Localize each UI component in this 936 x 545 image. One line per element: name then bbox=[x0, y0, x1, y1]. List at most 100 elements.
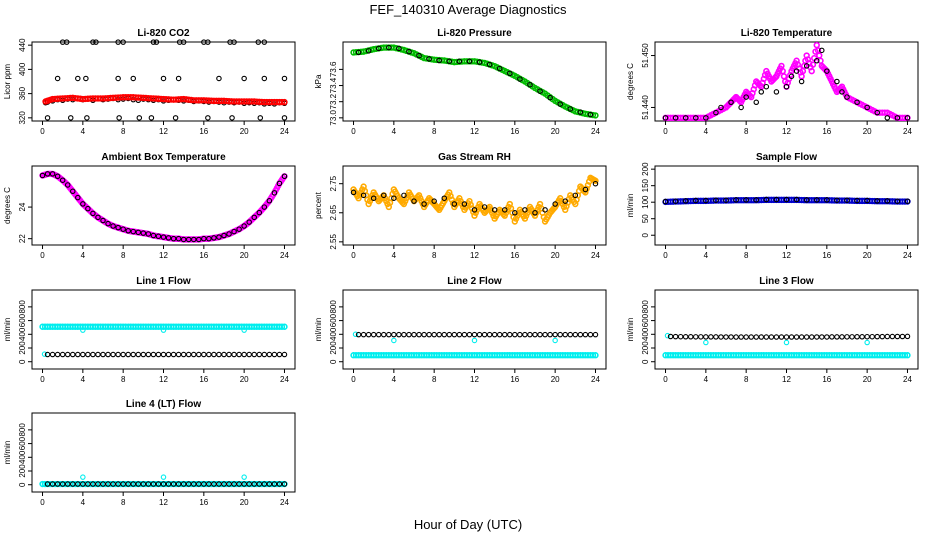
data-point bbox=[350, 189, 357, 196]
data-point bbox=[728, 334, 734, 340]
data-point bbox=[175, 75, 182, 82]
data-point bbox=[703, 339, 709, 346]
data-point bbox=[246, 481, 252, 487]
data-point bbox=[236, 226, 242, 232]
data-point bbox=[140, 351, 147, 358]
x-tick-label: 20 bbox=[863, 375, 872, 384]
data-point bbox=[116, 115, 122, 121]
data-point bbox=[572, 192, 579, 199]
y-tick-label: 100 bbox=[641, 195, 650, 209]
data-point bbox=[874, 198, 880, 204]
data-point bbox=[522, 331, 528, 338]
x-tick-label: 4 bbox=[704, 375, 709, 384]
data-point bbox=[160, 351, 167, 358]
data-point bbox=[49, 351, 56, 358]
data-point bbox=[130, 351, 137, 358]
data-point bbox=[150, 481, 157, 487]
data-point bbox=[150, 351, 157, 358]
data-point bbox=[589, 111, 597, 119]
y-tick-label: 0 bbox=[641, 359, 650, 364]
data-point bbox=[507, 331, 513, 338]
data-point bbox=[532, 331, 538, 338]
data-point bbox=[196, 481, 202, 487]
data-point bbox=[110, 351, 116, 358]
data-point bbox=[80, 474, 86, 480]
data-point bbox=[819, 334, 825, 340]
data-point bbox=[216, 351, 222, 358]
data-point bbox=[819, 47, 825, 54]
data-point bbox=[572, 331, 579, 338]
data-point bbox=[748, 334, 754, 340]
data-point bbox=[778, 334, 785, 340]
data-point bbox=[93, 39, 99, 45]
data-point bbox=[466, 331, 473, 338]
y-tick-label: 150 bbox=[641, 178, 650, 192]
data-point bbox=[165, 481, 172, 487]
x-tick-label: 24 bbox=[280, 127, 289, 136]
data-point bbox=[592, 177, 599, 184]
y-tick-label: 0 bbox=[329, 359, 338, 364]
x-tick-label: 0 bbox=[40, 127, 45, 136]
data-point bbox=[130, 481, 137, 487]
data-point bbox=[512, 210, 518, 216]
x-tick-label: 12 bbox=[782, 375, 791, 384]
data-point bbox=[257, 115, 264, 121]
data-point bbox=[456, 58, 463, 65]
data-point bbox=[753, 99, 760, 106]
data-point bbox=[733, 334, 739, 340]
y-tick-label: 51.450 bbox=[641, 43, 650, 68]
x-tick-label: 8 bbox=[432, 251, 437, 260]
data-point bbox=[391, 331, 397, 338]
data-point bbox=[145, 481, 152, 487]
data-series bbox=[44, 351, 288, 358]
data-point bbox=[365, 331, 372, 338]
data-point bbox=[44, 171, 51, 177]
data-point bbox=[80, 327, 86, 333]
x-tick-label: 24 bbox=[280, 375, 289, 384]
data-point bbox=[196, 351, 202, 358]
x-tick-label: 24 bbox=[903, 127, 912, 136]
data-point bbox=[537, 88, 543, 94]
x-tick-label: 12 bbox=[470, 251, 479, 260]
y-axis-label: degrees C bbox=[626, 63, 635, 100]
y-axis-label: Licor ppm bbox=[3, 64, 12, 99]
data-point bbox=[803, 197, 810, 203]
x-tick-label: 8 bbox=[432, 375, 437, 384]
data-point bbox=[170, 481, 177, 487]
data-point bbox=[110, 481, 116, 487]
data-series bbox=[664, 332, 870, 346]
x-tick-label: 16 bbox=[822, 375, 831, 384]
data-point bbox=[241, 351, 247, 358]
data-series bbox=[42, 94, 288, 106]
data-point bbox=[160, 481, 167, 487]
data-point bbox=[281, 98, 288, 106]
data-point bbox=[773, 334, 780, 340]
data-point bbox=[808, 334, 815, 340]
data-point bbox=[54, 481, 61, 487]
y-tick-label: 320 bbox=[18, 111, 27, 125]
y-tick-label: 73.6 bbox=[329, 61, 338, 77]
data-point bbox=[552, 337, 558, 344]
data-point bbox=[864, 104, 870, 111]
x-tick-label: 20 bbox=[551, 127, 560, 136]
data-point bbox=[501, 331, 508, 338]
x-tick-label: 4 bbox=[704, 251, 709, 260]
data-point bbox=[251, 351, 257, 358]
data-point bbox=[175, 235, 182, 242]
data-point bbox=[824, 334, 830, 340]
data-point bbox=[130, 75, 137, 82]
data-series bbox=[662, 41, 911, 122]
data-point bbox=[834, 78, 840, 85]
data-point bbox=[527, 81, 533, 88]
y-tick-label: 800 bbox=[329, 300, 338, 314]
data-point bbox=[864, 197, 870, 204]
panel-title: Line 2 Flow bbox=[447, 276, 502, 287]
x-tick-label: 20 bbox=[240, 127, 249, 136]
data-point bbox=[155, 351, 162, 358]
data-point bbox=[753, 197, 760, 203]
data-point bbox=[713, 109, 719, 116]
panel-title: Li-820 Temperature bbox=[741, 28, 833, 39]
data-point bbox=[859, 334, 865, 340]
x-tick-label: 12 bbox=[159, 498, 168, 507]
